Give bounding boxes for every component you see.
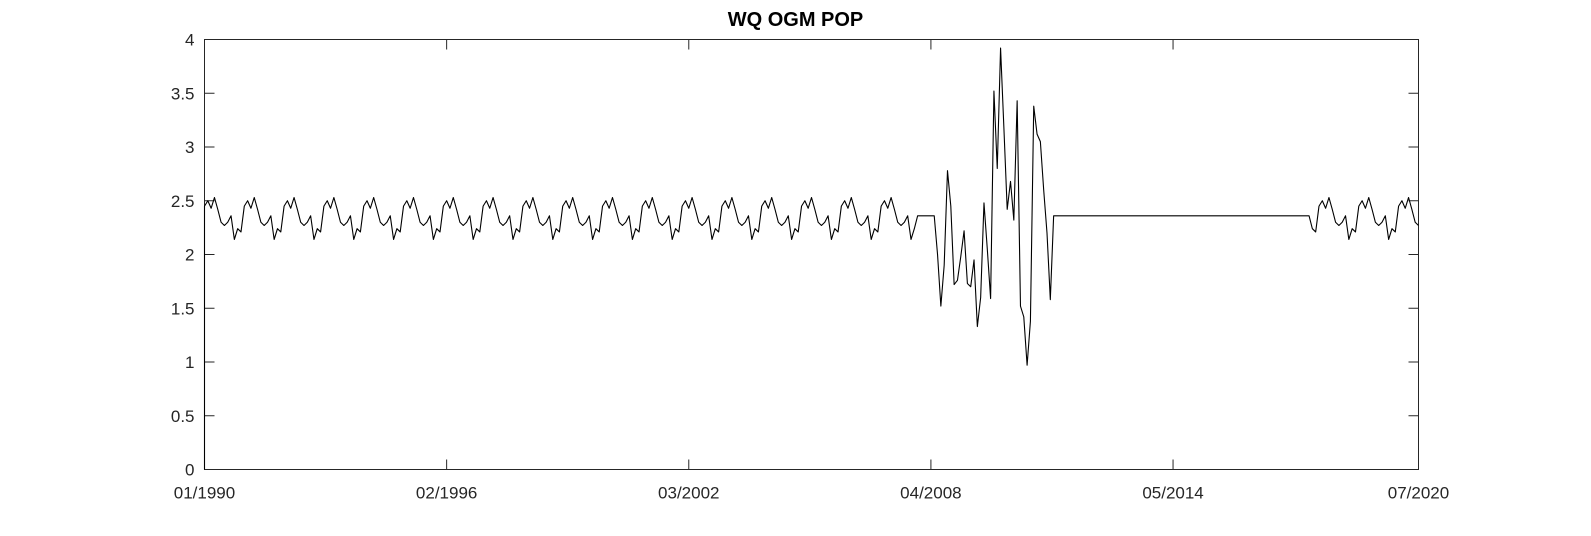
x-tick-label: 04/2008 <box>900 484 961 503</box>
x-tick-label: 03/2002 <box>658 484 719 503</box>
x-tick-label: 02/1996 <box>416 484 477 503</box>
y-tick-label: 2.5 <box>171 192 195 211</box>
series-line <box>203 47 1419 470</box>
x-tick-label: 07/2020 <box>1388 484 1449 503</box>
y-tick-label: 0 <box>185 461 194 480</box>
x-tick-label: 05/2014 <box>1142 484 1203 503</box>
y-tick-label: 1.5 <box>171 299 195 318</box>
y-tick-label: 3.5 <box>171 84 195 103</box>
y-tick-label: 3 <box>185 138 194 157</box>
y-tick-label: 1 <box>185 353 194 372</box>
chart-title: WQ OGM POP <box>727 9 864 31</box>
x-tick-label: 01/1990 <box>174 484 235 503</box>
y-axis-tick-labels: 0 0.5 1 1.5 2 2.5 3 3.5 4 <box>171 31 195 480</box>
x-axis-tick-labels: 01/1990 02/1996 03/2002 04/2008 05/2014 07/20… <box>174 484 1449 503</box>
axis-ticks <box>204 39 1419 470</box>
axes-box <box>204 39 1419 470</box>
y-tick-label: 2 <box>185 246 194 265</box>
y-tick-label: 0.5 <box>171 407 195 426</box>
y-tick-label: 4 <box>185 31 194 50</box>
